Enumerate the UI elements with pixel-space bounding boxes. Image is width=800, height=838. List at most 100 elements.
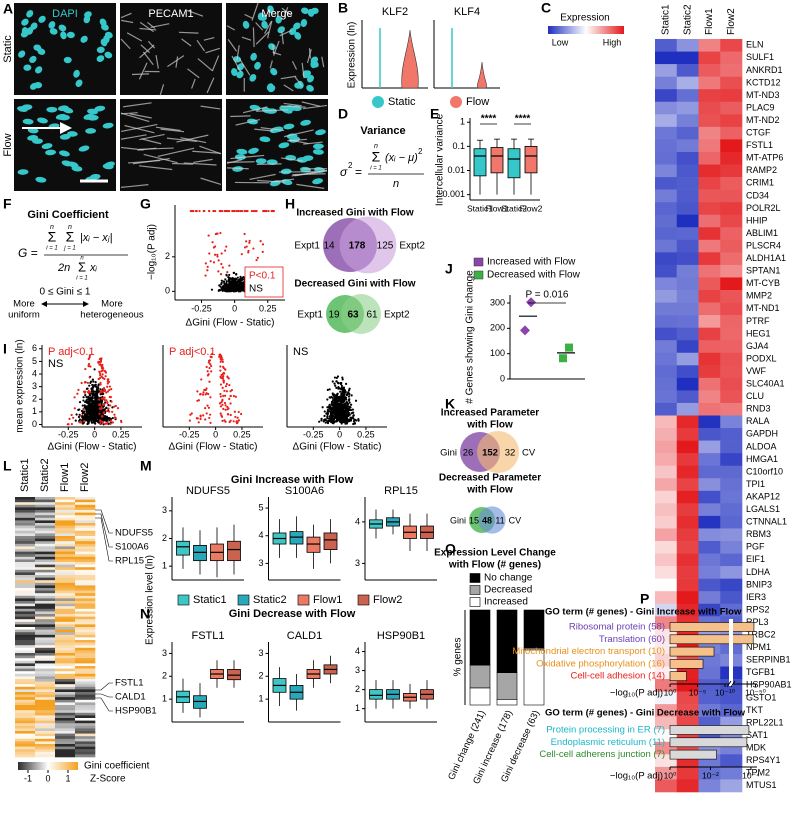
bar-segment	[496, 698, 518, 706]
legend-label: Flow1	[313, 594, 342, 606]
venn-set-label: Expt2	[399, 241, 425, 252]
heatmap-cell	[55, 676, 76, 680]
heatmap-cell	[655, 566, 678, 579]
point	[99, 360, 103, 363]
heatmap-cell	[698, 377, 721, 391]
heatmap-cell	[35, 679, 56, 682]
heatmap-cell	[55, 517, 76, 521]
heatmap-cell	[55, 536, 76, 539]
heatmap-cell	[698, 164, 721, 178]
heatmap-cell	[55, 608, 76, 612]
point	[355, 419, 358, 422]
point	[222, 280, 225, 283]
point	[235, 273, 238, 276]
heatmap-cell	[720, 365, 743, 379]
nucleus	[250, 52, 257, 61]
legend-marker	[357, 594, 370, 606]
point	[241, 281, 244, 284]
heatmap-cell	[720, 691, 743, 705]
gene-title: S100A6	[285, 485, 324, 497]
nucleus	[63, 56, 72, 64]
nucleus	[41, 143, 53, 150]
colorbar-label: Low	[552, 37, 569, 47]
heatmap-cell	[35, 645, 56, 649]
point	[106, 390, 109, 393]
heatmap-cell	[676, 39, 699, 52]
point	[208, 380, 211, 383]
heatmap-cell	[55, 634, 76, 638]
box	[289, 531, 304, 545]
heatmap-cell	[75, 650, 96, 654]
heatmap-cell	[720, 465, 743, 479]
point	[82, 408, 85, 411]
point	[87, 395, 90, 398]
cell-border	[122, 102, 152, 108]
point	[331, 411, 335, 414]
legend-label: Static	[388, 96, 416, 108]
heatmap-cell	[55, 593, 76, 597]
x-tick-label: 0	[232, 303, 237, 313]
micrograph-content	[232, 104, 326, 187]
micrograph	[120, 99, 222, 191]
point	[195, 417, 198, 420]
axis-break-mark	[730, 680, 736, 688]
point	[99, 388, 102, 391]
heatmap-cell	[75, 629, 96, 633]
gene-label: KCTD12	[746, 77, 781, 87]
point	[222, 379, 225, 382]
heatmap-cell	[35, 502, 56, 506]
axis-title: ΔGini (Flow - Static)	[293, 442, 382, 453]
heatmap-cell	[55, 577, 76, 581]
gene-title: KLF2	[382, 6, 408, 18]
heatmap-cell	[655, 578, 678, 592]
heatmap-cell	[75, 549, 96, 552]
heatmap-cell	[698, 264, 721, 278]
point	[318, 420, 321, 423]
point	[106, 385, 109, 388]
cell-border	[206, 77, 215, 94]
point	[330, 395, 333, 399]
cell-border	[187, 68, 200, 79]
point	[226, 376, 229, 379]
venn-set-label: CV	[522, 448, 536, 459]
heatmap-cell	[655, 402, 678, 416]
point	[335, 403, 338, 406]
heatmap-cell	[55, 710, 76, 714]
heatmap-cell	[676, 290, 699, 303]
heatmap-cell	[15, 668, 36, 672]
box	[473, 148, 487, 177]
column-label: Flow1	[59, 463, 71, 492]
heatmap-cell	[15, 720, 36, 724]
heatmap-cell	[15, 692, 36, 695]
y-tick-label: 3	[258, 558, 263, 568]
point	[204, 418, 207, 421]
gene-pointer	[95, 682, 113, 691]
gene-label: MT-ND3	[746, 90, 780, 100]
note: heterogeneous	[80, 310, 144, 321]
point	[89, 405, 92, 408]
cell-border	[121, 19, 134, 24]
heatmap-cell	[75, 585, 96, 589]
point	[205, 365, 208, 369]
point	[326, 416, 329, 420]
heatmap-cell	[75, 736, 96, 740]
heatmap-cell	[55, 663, 76, 667]
heatmap-cell	[698, 76, 721, 90]
heatmap-cell	[15, 640, 36, 643]
heatmap-cell	[698, 440, 721, 454]
point	[111, 406, 114, 409]
heatmap-cell	[676, 566, 699, 579]
heatmap-cell	[698, 603, 721, 617]
point	[225, 382, 228, 386]
heatmap-cell	[15, 736, 36, 740]
point	[219, 405, 223, 408]
gene-pointer	[95, 513, 113, 548]
formula-part: Σ	[48, 229, 57, 245]
heatmap-cell	[655, 239, 678, 253]
heatmap-cell	[698, 139, 721, 153]
venn-title: with Flow	[466, 420, 513, 431]
point	[86, 398, 89, 401]
legend-label: Flow	[466, 96, 489, 108]
gene-label: TGFB1	[746, 667, 775, 677]
point	[221, 266, 224, 269]
